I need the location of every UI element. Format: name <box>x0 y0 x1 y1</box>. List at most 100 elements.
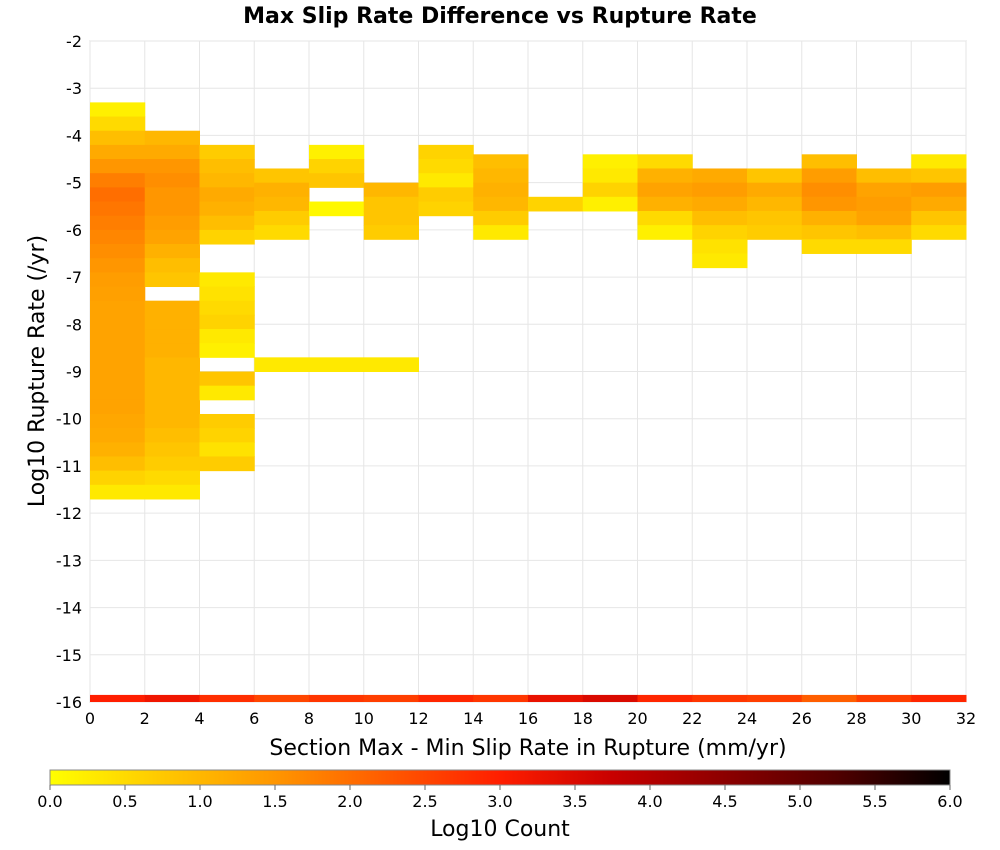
heatmap-cell <box>90 428 146 443</box>
heatmap-cell <box>856 225 912 240</box>
heatmap-cell <box>199 215 255 231</box>
heatmap-cell <box>144 130 200 146</box>
heatmap-cell <box>90 144 146 160</box>
heatmap-cell <box>90 300 146 316</box>
x-tick-label: 16 <box>518 709 538 728</box>
heatmap-cell <box>856 196 912 212</box>
x-axis-label: Section Max - Min Slip Rate in Rupture (… <box>269 736 786 761</box>
x-tick-label: 20 <box>627 709 647 728</box>
heatmap-cell <box>692 225 748 240</box>
heatmap-cell-bottom <box>856 694 912 702</box>
y-tick-label: -11 <box>56 457 82 476</box>
heatmap-cell <box>199 428 255 443</box>
heatmap-cell <box>637 154 693 169</box>
heatmap-cell <box>801 196 857 212</box>
colorbar-tick-label: 2.0 <box>337 792 362 811</box>
heatmap-cell <box>254 225 310 240</box>
heatmap-cell <box>747 168 803 184</box>
heatmap-cell <box>90 272 146 288</box>
heatmap-cell <box>144 371 200 387</box>
heatmap-cell <box>363 210 419 226</box>
heatmap-cell <box>199 343 255 358</box>
heatmap-cell <box>637 225 693 240</box>
heatmap-cell <box>911 196 967 212</box>
colorbar-tick-label: 6.0 <box>937 792 962 811</box>
heatmap-cell <box>144 428 200 443</box>
heatmap-cell <box>90 286 146 302</box>
x-tick-label: 26 <box>792 709 812 728</box>
heatmap-cell <box>144 144 200 160</box>
heatmap-cell <box>473 196 529 212</box>
heatmap-cell-bottom <box>144 694 200 702</box>
x-tick-label: 10 <box>354 709 374 728</box>
heatmap-cell <box>801 182 857 198</box>
x-tick-label: 0 <box>85 709 95 728</box>
heatmap-cell-bottom <box>309 694 365 702</box>
heatmap-cell <box>911 182 967 198</box>
heatmap-cell <box>90 258 146 273</box>
heatmap-cell <box>90 201 146 217</box>
heatmap-cell <box>90 130 146 146</box>
heatmap-cell <box>90 413 146 429</box>
heatmap-cell <box>144 229 200 245</box>
heatmap-cell <box>747 182 803 198</box>
heatmap-cell <box>801 239 857 254</box>
heatmap-cell <box>90 159 146 174</box>
y-tick-label: -2 <box>66 32 82 51</box>
y-tick-label: -14 <box>56 599 82 618</box>
y-tick-label: -6 <box>66 221 82 240</box>
heatmap-cell <box>747 210 803 226</box>
heatmap-cell <box>637 196 693 212</box>
colorbar-tick-label: 5.5 <box>862 792 887 811</box>
heatmap-cell <box>144 258 200 273</box>
x-tick-label: 8 <box>304 709 314 728</box>
heatmap-cell <box>199 371 255 387</box>
heatmap-cell <box>199 229 255 245</box>
heatmap-cell <box>911 154 967 169</box>
heatmap-cell <box>363 196 419 212</box>
heatmap-cell <box>418 201 474 217</box>
heatmap-cell <box>418 173 474 188</box>
heatmap-cell <box>309 159 365 174</box>
heatmap-cell <box>637 210 693 226</box>
heatmap-cell <box>199 144 255 160</box>
colorbar-tick-label: 3.0 <box>487 792 512 811</box>
heatmap-cell <box>144 173 200 188</box>
heatmap-cell <box>692 210 748 226</box>
heatmap-cell <box>90 116 146 132</box>
heatmap-cell <box>473 210 529 226</box>
heatmap-cell <box>90 484 146 500</box>
heatmap-cell <box>144 413 200 429</box>
heatmap-cell <box>473 182 529 198</box>
y-tick-label: -10 <box>56 410 82 429</box>
x-tick-label: 12 <box>408 709 428 728</box>
heatmap-cell <box>90 456 146 472</box>
heatmap-cell <box>199 300 255 316</box>
heatmap-cell-bottom <box>747 694 803 702</box>
colorbar-tick-label: 0.5 <box>112 792 137 811</box>
heatmap-cell <box>90 470 146 486</box>
y-tick-label: -5 <box>66 174 82 193</box>
heatmap-cell-bottom <box>911 694 967 702</box>
heatmap-cell <box>90 173 146 188</box>
heatmap-cell <box>144 314 200 330</box>
x-tick-label: 6 <box>249 709 259 728</box>
heatmap-cell <box>801 168 857 184</box>
colorbar-tick-label: 1.5 <box>262 792 287 811</box>
heatmap-cell <box>473 168 529 184</box>
heatmap-cell <box>528 196 584 212</box>
colorbar-tick-label: 2.5 <box>412 792 437 811</box>
heatmap-cell <box>90 187 146 203</box>
y-axis-label: Log10 Rupture Rate (/yr) <box>25 235 50 507</box>
heatmap-cell-bottom <box>473 694 529 702</box>
heatmap-cell <box>199 187 255 203</box>
heatmap-cell-bottom <box>801 694 857 702</box>
colorbar-tick-label: 1.0 <box>187 792 212 811</box>
heatmap-cell <box>582 196 638 212</box>
colorbar-ticks: 0.0 0.5 1.0 1.5 2.0 2.5 3.0 3.5 4.0 4.5 5.0 5.5 6.0 <box>37 785 963 811</box>
heatmap-cell <box>254 357 419 372</box>
heatmap-cell-bottom <box>199 694 255 702</box>
heatmap-cell <box>144 385 200 401</box>
heatmap-cell-bottom <box>692 694 748 702</box>
